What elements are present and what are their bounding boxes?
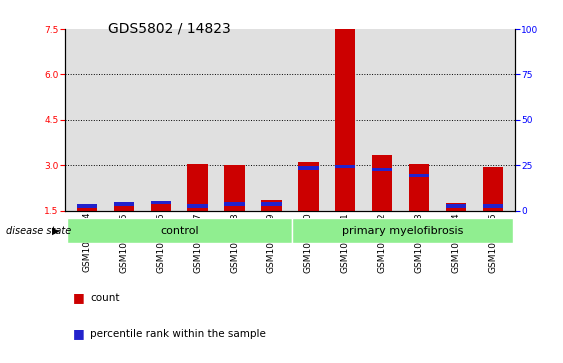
Bar xyxy=(225,165,245,211)
Bar xyxy=(187,164,208,211)
Bar xyxy=(409,164,430,211)
Bar xyxy=(446,203,466,211)
Text: ■: ■ xyxy=(73,327,85,340)
Bar xyxy=(372,168,392,171)
Bar xyxy=(298,166,319,170)
Text: ■: ■ xyxy=(73,291,85,304)
Bar xyxy=(150,201,171,211)
Text: count: count xyxy=(90,293,119,303)
Bar xyxy=(187,204,208,208)
Bar xyxy=(77,206,97,211)
Text: control: control xyxy=(160,225,199,236)
Bar xyxy=(261,203,282,206)
Bar xyxy=(114,203,134,211)
Text: ▶: ▶ xyxy=(52,225,59,236)
Bar xyxy=(66,218,292,243)
Bar xyxy=(409,174,430,177)
Bar xyxy=(114,203,134,206)
Bar xyxy=(483,204,503,208)
Text: percentile rank within the sample: percentile rank within the sample xyxy=(90,329,266,339)
Bar xyxy=(77,204,97,208)
Bar xyxy=(150,201,171,204)
Bar xyxy=(261,200,282,211)
Text: GDS5802 / 14823: GDS5802 / 14823 xyxy=(108,22,230,36)
Bar xyxy=(335,29,355,211)
Text: primary myelofibrosis: primary myelofibrosis xyxy=(342,225,463,236)
Text: disease state: disease state xyxy=(6,225,71,236)
Bar xyxy=(483,167,503,211)
Bar xyxy=(298,162,319,211)
Bar xyxy=(335,164,355,168)
Bar xyxy=(292,218,513,243)
Bar xyxy=(372,155,392,211)
Bar xyxy=(446,204,466,208)
Bar xyxy=(225,203,245,206)
